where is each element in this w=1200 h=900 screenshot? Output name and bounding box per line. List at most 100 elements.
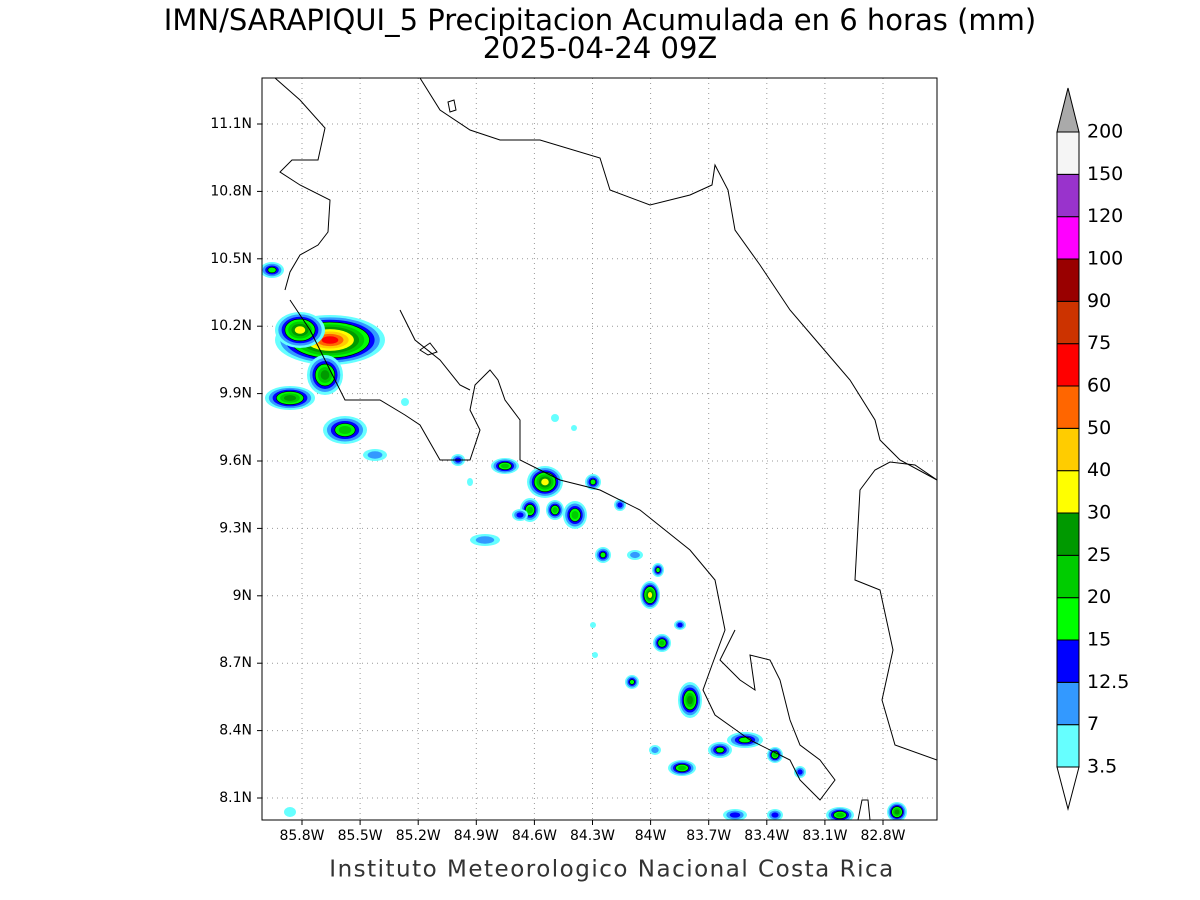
- precip-cell: [475, 536, 495, 544]
- precip-cell: [772, 752, 778, 758]
- lat-label: 8.1N: [219, 790, 252, 806]
- lon-label: 84.3W: [570, 828, 615, 844]
- colorbar-label: 60: [1087, 375, 1111, 397]
- island: [447, 99, 457, 113]
- lon-label: 83.7W: [686, 828, 731, 844]
- precip-cell: [589, 478, 597, 486]
- precip-cell: [629, 679, 635, 685]
- colorbar-label: 120: [1087, 205, 1123, 227]
- lon-label: 85.8W: [279, 828, 324, 844]
- lat-label: 10.8N: [210, 183, 252, 199]
- colorbar-label: 200: [1087, 121, 1123, 143]
- colorbar-box: [1056, 597, 1080, 641]
- precip-cell: [647, 592, 653, 598]
- colorbar-box: [1056, 343, 1080, 387]
- colorbar-box: [1056, 300, 1080, 345]
- precip-cell: [541, 478, 549, 486]
- precip-cell: [527, 506, 533, 514]
- lon-label: 84W: [635, 828, 667, 844]
- precip-cell: [771, 812, 779, 818]
- lat-label: 9N: [233, 588, 252, 604]
- colorbar-box: [1056, 258, 1080, 302]
- precip-cell: [551, 414, 559, 422]
- lon-label: 85.2W: [396, 828, 441, 844]
- lat-label: 11.1N: [210, 116, 252, 132]
- precip-cell: [552, 507, 558, 513]
- precip-cell: [659, 640, 665, 646]
- precip-cell: [320, 370, 330, 380]
- lat-label: 9.6N: [219, 453, 252, 469]
- coastlines: [274, 78, 937, 820]
- lat-label: 9.3N: [219, 520, 252, 536]
- colorbar-label: 3.5: [1087, 756, 1117, 778]
- precip-cell: [338, 426, 352, 434]
- colorbar-label: 20: [1087, 586, 1111, 608]
- lat-label: 10.2N: [210, 318, 252, 334]
- lon-label: 85.5W: [338, 828, 383, 844]
- precip-cell: [571, 425, 577, 431]
- precip-cell: [894, 809, 900, 815]
- lon-label: 83.1W: [802, 828, 847, 844]
- precip-cell: [516, 512, 524, 518]
- colorbar-box: [1056, 681, 1080, 726]
- coastline: [857, 799, 871, 820]
- precip-cell: [687, 695, 693, 705]
- precip-cell: [655, 567, 661, 573]
- precip-cell: [590, 622, 596, 628]
- colorbar: 3.5 7 12.5 15 20 25 30 40 50 60 75 90 100 120 150 200: [1056, 87, 1129, 811]
- colorbar-label: 30: [1087, 502, 1111, 524]
- colorbar-label: 7: [1087, 713, 1099, 735]
- precip-cell: [294, 326, 306, 334]
- precip-cell: [267, 266, 277, 274]
- coastline: [274, 78, 331, 291]
- precip-cell: [592, 652, 598, 658]
- colorbar-label: 25: [1087, 544, 1111, 566]
- precip-cell: [501, 463, 509, 469]
- grid: 85.8W 85.5W 85.2W 84.9W 84.6W 84.3W 84W 83.7W 83…: [210, 78, 937, 844]
- precip-cell: [571, 511, 579, 519]
- colorbar-box: [1056, 131, 1080, 175]
- map-frame: [261, 77, 938, 821]
- colorbar-over: [1056, 87, 1080, 133]
- precip-cell: [836, 812, 844, 818]
- colorbar-under: [1056, 766, 1080, 811]
- precip-cell: [715, 746, 725, 754]
- colorbar-box: [1056, 639, 1080, 683]
- precip-cell: [797, 769, 803, 775]
- precip-cell: [401, 398, 409, 406]
- lat-label: 8.4N: [219, 723, 252, 739]
- lon-label: 83.4W: [744, 828, 789, 844]
- precip-cell: [284, 807, 296, 817]
- colorbar-label: 100: [1087, 248, 1123, 270]
- colorbar-label: 40: [1087, 459, 1111, 481]
- precip-cell: [651, 746, 659, 754]
- colorbar-label: 50: [1087, 417, 1111, 439]
- colorbar-box: [1056, 216, 1080, 260]
- coastline: [399, 309, 471, 391]
- precipitation: [262, 262, 907, 820]
- colorbar-label: 150: [1087, 163, 1123, 185]
- subtitle: 2025-04-24 09Z: [483, 31, 718, 65]
- coastline: [289, 299, 836, 801]
- colorbar-box: [1056, 385, 1080, 429]
- colorbar-box: [1056, 512, 1080, 556]
- precip-cell: [617, 502, 623, 508]
- precip-cell: [678, 765, 686, 771]
- colorbar-label: 75: [1087, 332, 1111, 354]
- precip-cell: [321, 336, 339, 344]
- lat-label: 9.9N: [219, 386, 252, 402]
- footer: Instituto Meteorologico Nacional Costa R…: [329, 857, 894, 883]
- lon-label: 82.8W: [860, 828, 905, 844]
- island: [419, 342, 438, 356]
- precip-cell: [467, 478, 473, 486]
- colorbar-box: [1056, 724, 1080, 768]
- precip-cell: [599, 551, 607, 559]
- precip-cell: [283, 395, 297, 401]
- precip-cell: [367, 451, 383, 459]
- lat-label: 8.7N: [219, 655, 252, 671]
- lon-label: 84.9W: [454, 828, 499, 844]
- precip-cell: [677, 622, 683, 628]
- precip-cell: [630, 551, 640, 559]
- colorbar-box: [1056, 427, 1080, 472]
